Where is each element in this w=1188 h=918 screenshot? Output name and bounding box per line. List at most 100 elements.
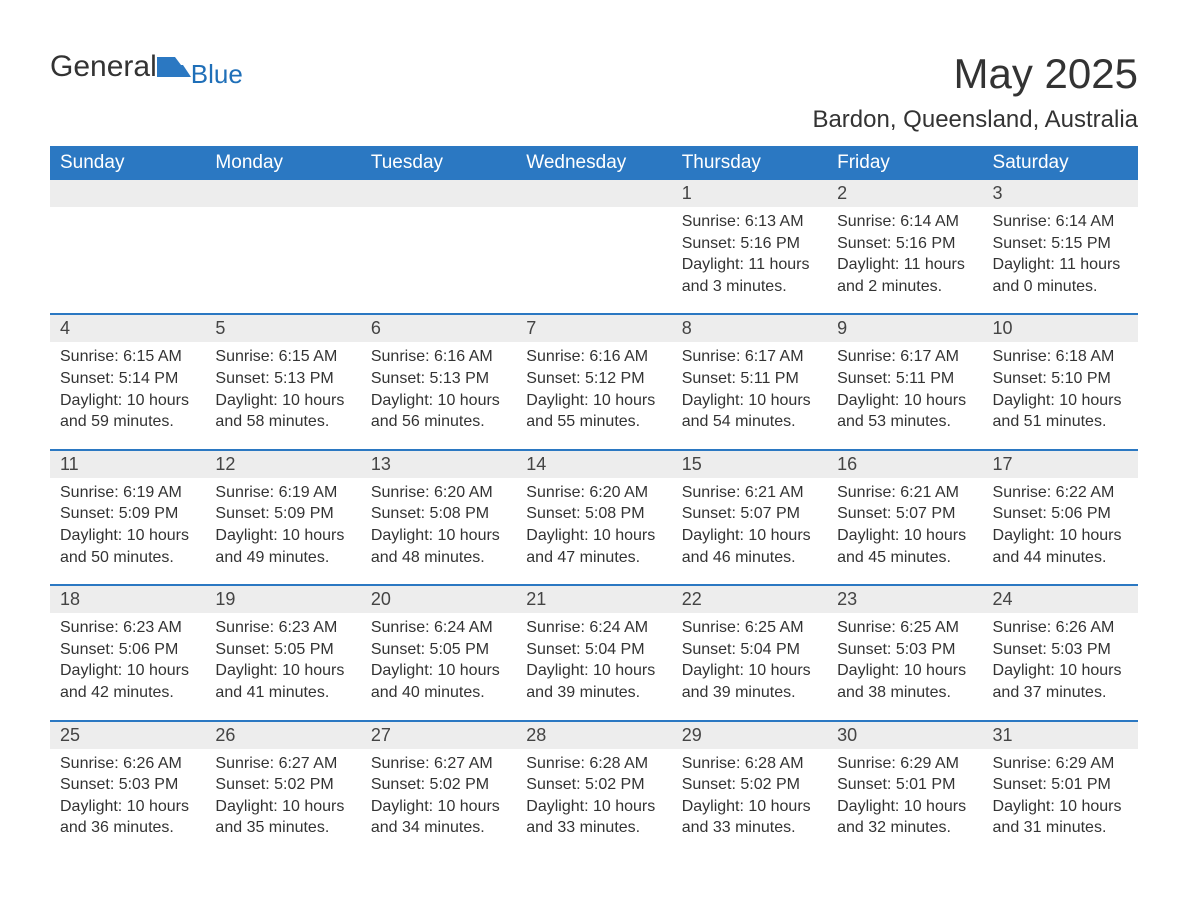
daylight-line: Daylight: 10 hours and 56 minutes. (371, 390, 506, 433)
calendar-header-cell: Tuesday (361, 146, 516, 180)
calendar-day-cell: 9Sunrise: 6:17 AMSunset: 5:11 PMDaylight… (827, 315, 982, 442)
sunrise-line: Sunrise: 6:16 AM (371, 346, 506, 368)
calendar-day-cell: 11Sunrise: 6:19 AMSunset: 5:09 PMDayligh… (50, 451, 205, 578)
calendar-header-cell: Saturday (983, 146, 1138, 180)
sunset-line: Sunset: 5:04 PM (682, 639, 817, 661)
sunset-line: Sunset: 5:01 PM (993, 774, 1128, 796)
calendar-day-cell: 25Sunrise: 6:26 AMSunset: 5:03 PMDayligh… (50, 722, 205, 849)
calendar-day-cell (205, 180, 360, 307)
calendar-day-cell: 10Sunrise: 6:18 AMSunset: 5:10 PMDayligh… (983, 315, 1138, 442)
daylight-line: Daylight: 10 hours and 39 minutes. (682, 660, 817, 703)
sunset-line: Sunset: 5:08 PM (371, 503, 506, 525)
sunrise-line: Sunrise: 6:26 AM (60, 753, 195, 775)
sunset-line: Sunset: 5:16 PM (837, 233, 972, 255)
sunrise-line: Sunrise: 6:17 AM (682, 346, 817, 368)
sunrise-line: Sunrise: 6:24 AM (371, 617, 506, 639)
calendar-day-cell: 29Sunrise: 6:28 AMSunset: 5:02 PMDayligh… (672, 722, 827, 849)
sunset-line: Sunset: 5:14 PM (60, 368, 195, 390)
daylight-line: Daylight: 10 hours and 41 minutes. (215, 660, 350, 703)
calendar-header-cell: Friday (827, 146, 982, 180)
daylight-line: Daylight: 10 hours and 59 minutes. (60, 390, 195, 433)
calendar-week-row: 4Sunrise: 6:15 AMSunset: 5:14 PMDaylight… (50, 313, 1138, 442)
sunset-line: Sunset: 5:01 PM (837, 774, 972, 796)
calendar-day-cell (50, 180, 205, 307)
sunrise-line: Sunrise: 6:20 AM (371, 482, 506, 504)
day-details: Sunrise: 6:14 AMSunset: 5:15 PMDaylight:… (983, 207, 1138, 297)
location-subtitle: Bardon, Queensland, Australia (812, 106, 1138, 134)
daylight-line: Daylight: 10 hours and 33 minutes. (526, 796, 661, 839)
day-details: Sunrise: 6:25 AMSunset: 5:04 PMDaylight:… (672, 613, 827, 703)
calendar-day-cell: 27Sunrise: 6:27 AMSunset: 5:02 PMDayligh… (361, 722, 516, 849)
calendar-day-cell: 4Sunrise: 6:15 AMSunset: 5:14 PMDaylight… (50, 315, 205, 442)
sunset-line: Sunset: 5:16 PM (682, 233, 817, 255)
daylight-line: Daylight: 10 hours and 40 minutes. (371, 660, 506, 703)
daylight-line: Daylight: 10 hours and 55 minutes. (526, 390, 661, 433)
sunrise-line: Sunrise: 6:23 AM (215, 617, 350, 639)
day-details: Sunrise: 6:24 AMSunset: 5:05 PMDaylight:… (361, 613, 516, 703)
day-details: Sunrise: 6:23 AMSunset: 5:06 PMDaylight:… (50, 613, 205, 703)
sunset-line: Sunset: 5:08 PM (526, 503, 661, 525)
day-number: 13 (361, 451, 516, 478)
sunset-line: Sunset: 5:07 PM (682, 503, 817, 525)
calendar-header-cell: Sunday (50, 146, 205, 180)
daylight-line: Daylight: 10 hours and 50 minutes. (60, 525, 195, 568)
day-number: 1 (672, 180, 827, 207)
daylight-line: Daylight: 10 hours and 38 minutes. (837, 660, 972, 703)
sunset-line: Sunset: 5:05 PM (371, 639, 506, 661)
sunrise-line: Sunrise: 6:27 AM (215, 753, 350, 775)
daylight-line: Daylight: 10 hours and 32 minutes. (837, 796, 972, 839)
sunrise-line: Sunrise: 6:20 AM (526, 482, 661, 504)
calendar-header-row: SundayMondayTuesdayWednesdayThursdayFrid… (50, 146, 1138, 180)
sunset-line: Sunset: 5:15 PM (993, 233, 1128, 255)
sunrise-line: Sunrise: 6:19 AM (60, 482, 195, 504)
sunset-line: Sunset: 5:07 PM (837, 503, 972, 525)
calendar-day-cell: 24Sunrise: 6:26 AMSunset: 5:03 PMDayligh… (983, 586, 1138, 713)
sunset-line: Sunset: 5:09 PM (60, 503, 195, 525)
day-number: 17 (983, 451, 1138, 478)
sunrise-line: Sunrise: 6:18 AM (993, 346, 1128, 368)
sunrise-line: Sunrise: 6:13 AM (682, 211, 817, 233)
calendar-day-cell: 12Sunrise: 6:19 AMSunset: 5:09 PMDayligh… (205, 451, 360, 578)
calendar-day-cell: 7Sunrise: 6:16 AMSunset: 5:12 PMDaylight… (516, 315, 671, 442)
day-details: Sunrise: 6:29 AMSunset: 5:01 PMDaylight:… (983, 749, 1138, 839)
day-number: 24 (983, 586, 1138, 613)
sunset-line: Sunset: 5:12 PM (526, 368, 661, 390)
brand-text-main: General (50, 50, 157, 84)
day-number: 25 (50, 722, 205, 749)
day-number: 16 (827, 451, 982, 478)
daylight-line: Daylight: 10 hours and 58 minutes. (215, 390, 350, 433)
calendar-week-row: 1Sunrise: 6:13 AMSunset: 5:16 PMDaylight… (50, 180, 1138, 307)
day-number: 9 (827, 315, 982, 342)
daylight-line: Daylight: 10 hours and 49 minutes. (215, 525, 350, 568)
daylight-line: Daylight: 10 hours and 46 minutes. (682, 525, 817, 568)
calendar-day-cell: 19Sunrise: 6:23 AMSunset: 5:05 PMDayligh… (205, 586, 360, 713)
day-details: Sunrise: 6:17 AMSunset: 5:11 PMDaylight:… (827, 342, 982, 432)
header-block: General Blue May 2025 Bardon, Queensland… (50, 50, 1138, 134)
calendar-day-cell: 20Sunrise: 6:24 AMSunset: 5:05 PMDayligh… (361, 586, 516, 713)
day-details: Sunrise: 6:26 AMSunset: 5:03 PMDaylight:… (50, 749, 205, 839)
sunset-line: Sunset: 5:02 PM (371, 774, 506, 796)
day-details: Sunrise: 6:21 AMSunset: 5:07 PMDaylight:… (827, 478, 982, 568)
sunset-line: Sunset: 5:11 PM (837, 368, 972, 390)
day-details: Sunrise: 6:20 AMSunset: 5:08 PMDaylight:… (516, 478, 671, 568)
sunset-line: Sunset: 5:02 PM (682, 774, 817, 796)
calendar-day-cell (516, 180, 671, 307)
day-number: 14 (516, 451, 671, 478)
daylight-line: Daylight: 10 hours and 47 minutes. (526, 525, 661, 568)
sunrise-line: Sunrise: 6:14 AM (837, 211, 972, 233)
day-number: 26 (205, 722, 360, 749)
calendar-grid: SundayMondayTuesdayWednesdayThursdayFrid… (50, 146, 1138, 849)
sunrise-line: Sunrise: 6:29 AM (837, 753, 972, 775)
day-details: Sunrise: 6:27 AMSunset: 5:02 PMDaylight:… (205, 749, 360, 839)
day-details: Sunrise: 6:16 AMSunset: 5:12 PMDaylight:… (516, 342, 671, 432)
calendar-week-row: 18Sunrise: 6:23 AMSunset: 5:06 PMDayligh… (50, 584, 1138, 713)
daylight-line: Daylight: 10 hours and 39 minutes. (526, 660, 661, 703)
sunset-line: Sunset: 5:02 PM (526, 774, 661, 796)
day-number: 12 (205, 451, 360, 478)
day-number: 28 (516, 722, 671, 749)
calendar-day-cell: 13Sunrise: 6:20 AMSunset: 5:08 PMDayligh… (361, 451, 516, 578)
daylight-line: Daylight: 10 hours and 33 minutes. (682, 796, 817, 839)
day-number: 8 (672, 315, 827, 342)
calendar-day-cell: 1Sunrise: 6:13 AMSunset: 5:16 PMDaylight… (672, 180, 827, 307)
day-details: Sunrise: 6:24 AMSunset: 5:04 PMDaylight:… (516, 613, 671, 703)
